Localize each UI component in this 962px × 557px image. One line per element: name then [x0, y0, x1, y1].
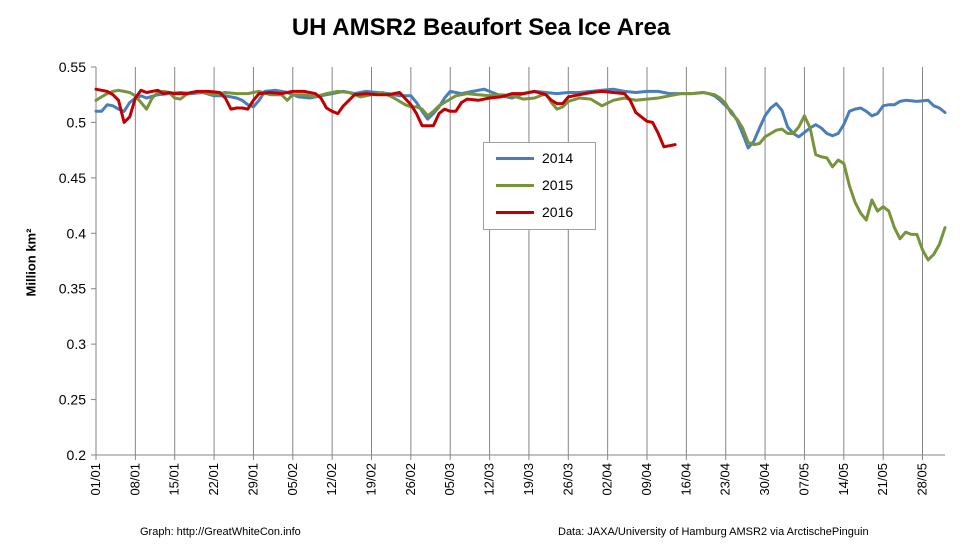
x-tick-labels: 01/01 08/01 15/01 22/01 29/01 05/02 12/02 19/02…: [88, 463, 930, 496]
legend-label-2015: 2015: [542, 177, 574, 193]
grid-lines: [95, 67, 924, 455]
x-tick-label: 28/05: [915, 463, 930, 496]
series-line-2016: [94, 87, 677, 149]
y-tick-label: 0.55: [59, 59, 86, 75]
series-line-2015: [94, 88, 947, 262]
x-tick-label: 02/04: [600, 463, 615, 496]
x-tick-label: 15/01: [167, 463, 182, 496]
x-tick-label: 05/02: [285, 463, 300, 496]
x-tick-label: 01/01: [88, 463, 103, 496]
x-tick-label: 16/04: [678, 463, 693, 496]
chart-title: UH AMSR2 Beaufort Sea Ice Area: [291, 14, 671, 41]
x-tick-label: 19/02: [364, 463, 379, 496]
x-tick-label: 14/05: [836, 463, 851, 496]
y-tick-label: 0.35: [59, 281, 86, 297]
y-tick-label: 0.45: [59, 170, 86, 186]
x-tick-label: 26/03: [560, 463, 575, 496]
footer-credit: Graph: http://GreatWhiteCon.info: [140, 526, 301, 538]
x-tick-label: 29/01: [245, 463, 260, 496]
legend-label-2014: 2014: [542, 150, 574, 166]
legend-label-2016: 2016: [542, 204, 574, 220]
x-tick-label: 23/04: [718, 463, 733, 496]
x-tick-label: 05/03: [442, 463, 457, 496]
footer-source: Data: JAXA/University of Hamburg AMSR2 v…: [558, 526, 869, 538]
y-tick-label: 0.5: [67, 114, 87, 130]
y-tick-label: 0.25: [59, 392, 86, 408]
legend-item-2016: 2016: [496, 202, 573, 222]
legend-swatch-2014: [496, 156, 534, 160]
y-tick-labels: 0.2 0.25 0.3 0.35 0.4 0.45 0.5 0.55: [59, 59, 86, 463]
legend-swatch-2016: [496, 210, 534, 214]
x-tick-label: 12/02: [324, 463, 339, 496]
series-line-2014: [94, 87, 947, 150]
y-tick-label: 0.2: [67, 447, 87, 463]
x-tick-label: 12/03: [482, 463, 497, 496]
x-tick-label: 07/05: [796, 463, 811, 496]
legend-item-2014: 2014: [496, 148, 573, 168]
x-tick-label: 19/03: [521, 463, 536, 496]
x-tick-label: 08/01: [127, 463, 142, 496]
y-tick-label: 0.3: [67, 336, 87, 352]
series-lines: [94, 87, 947, 262]
y-tick-label: 0.4: [67, 225, 87, 241]
x-tick-label: 09/04: [639, 463, 654, 496]
x-tick-label: 30/04: [757, 463, 772, 496]
legend: 2014 2015 2016: [483, 142, 596, 230]
axes: [91, 66, 945, 460]
legend-item-2015: 2015: [496, 175, 573, 195]
legend-swatch-2015: [496, 183, 534, 187]
x-tick-label: 26/02: [403, 463, 418, 496]
x-tick-label: 21/05: [875, 463, 890, 496]
x-tick-label: 22/01: [206, 463, 221, 496]
y-axis-label: Million km²: [23, 228, 39, 297]
